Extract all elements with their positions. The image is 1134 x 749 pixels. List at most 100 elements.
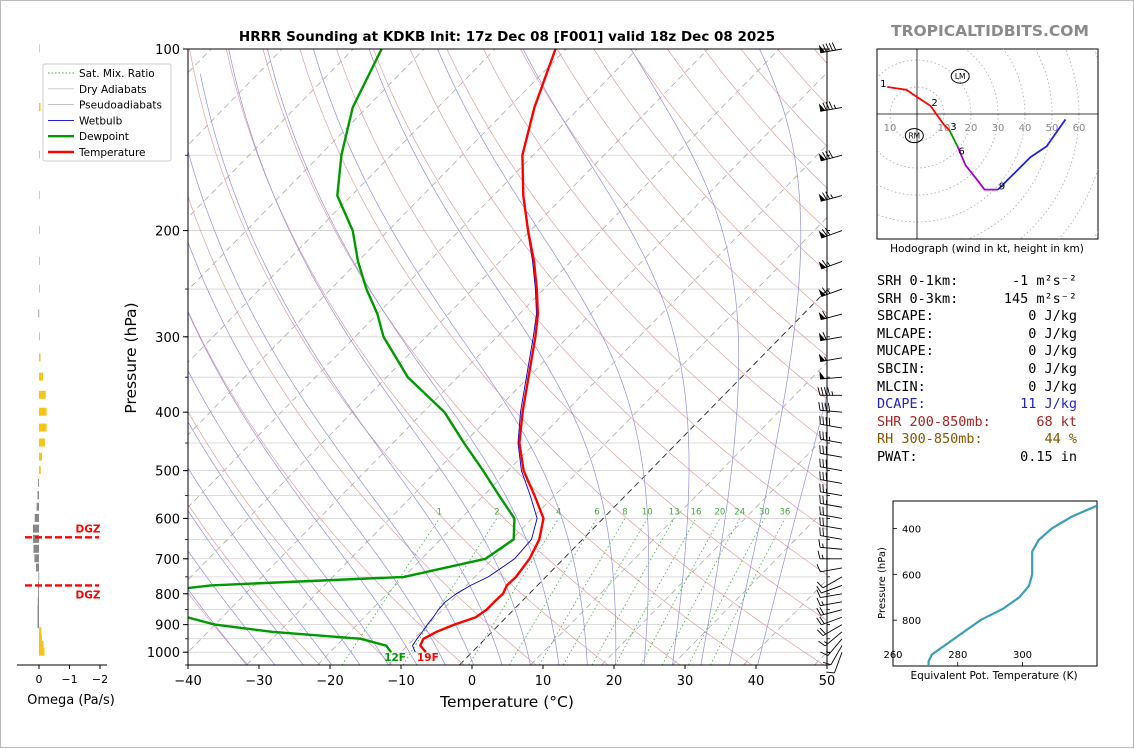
hodograph-height-label: 9 bbox=[999, 182, 1005, 193]
barb-full bbox=[829, 150, 833, 157]
pseudoadiabat bbox=[94, 172, 360, 665]
wind-barbs bbox=[817, 43, 842, 673]
barb-full bbox=[826, 417, 827, 425]
storm-motion-label: RM bbox=[908, 132, 920, 141]
x-tick-label: 40 bbox=[748, 674, 765, 689]
barb-full bbox=[823, 528, 824, 536]
omega-bar bbox=[34, 554, 39, 562]
barb-full bbox=[820, 527, 821, 535]
y-tick-label: 200 bbox=[155, 225, 180, 240]
barb-half bbox=[832, 391, 833, 395]
wind-barb bbox=[818, 551, 842, 559]
barb-full bbox=[820, 607, 824, 614]
legend-entry: Wetbulb bbox=[79, 115, 123, 127]
barb-full bbox=[820, 471, 821, 479]
stat-value: 68 kt bbox=[1036, 414, 1077, 432]
dry-adiabat bbox=[1108, 49, 1134, 665]
y-tick-label: 900 bbox=[155, 619, 180, 634]
omega-tick-label: −1 bbox=[61, 673, 77, 686]
wind-barb bbox=[820, 484, 842, 496]
omega-bar bbox=[38, 589, 39, 597]
stat-label: MLCAPE: bbox=[877, 326, 934, 344]
omega-bar bbox=[38, 479, 39, 487]
hodograph-ring-label: 40 bbox=[1019, 123, 1032, 134]
barb-half bbox=[822, 555, 823, 559]
barb-full bbox=[819, 402, 820, 410]
barb-full bbox=[823, 496, 824, 504]
legend-entry: Sat. Mix. Ratio bbox=[79, 68, 155, 80]
omega-bar bbox=[33, 535, 39, 543]
x-tick-label: −10 bbox=[387, 674, 414, 689]
omega-axis-label: Omega (Pa/s) bbox=[27, 693, 115, 708]
barb-staff bbox=[820, 568, 842, 572]
barb-full bbox=[826, 432, 827, 440]
mixing-ratio-label: 36 bbox=[779, 507, 790, 517]
omega-bar bbox=[39, 191, 40, 199]
omega-bar bbox=[39, 285, 40, 293]
barb-full bbox=[823, 518, 824, 526]
y-tick-label: 400 bbox=[155, 406, 180, 421]
barb-full bbox=[820, 459, 821, 467]
stat-label: SRH 0-3km: bbox=[877, 291, 958, 309]
stat-label: MLCIN: bbox=[877, 379, 926, 397]
stat-label: SRH 0-1km: bbox=[877, 273, 958, 291]
omega-bar bbox=[38, 572, 39, 580]
hodograph-ring-label: 30 bbox=[992, 123, 1005, 134]
wind-barb bbox=[819, 354, 842, 362]
barb-full bbox=[828, 403, 829, 411]
barb-full bbox=[823, 459, 824, 467]
barb-staff bbox=[820, 453, 842, 457]
barb-flag bbox=[819, 371, 825, 379]
storm-motion-label: LM bbox=[955, 72, 966, 81]
stat-label: SBCAPE: bbox=[877, 308, 934, 326]
barb-full bbox=[818, 551, 820, 559]
skewt-plot-frame bbox=[188, 49, 827, 665]
barb-full bbox=[820, 416, 821, 424]
isotherm bbox=[175, 49, 779, 665]
barb-full bbox=[820, 445, 821, 453]
mixing-ratio-label: 8 bbox=[622, 507, 627, 517]
x-tick-label: 10 bbox=[535, 674, 552, 689]
stat-value: 0 J/kg bbox=[1028, 379, 1077, 397]
barb-full bbox=[818, 387, 820, 395]
y-tick-label: 1000 bbox=[147, 646, 180, 661]
hodograph-height-label: 2 bbox=[931, 98, 937, 109]
omega-bar bbox=[39, 226, 40, 234]
omega-bar bbox=[39, 353, 41, 361]
stat-label: MUCAPE: bbox=[877, 343, 934, 361]
mixing-ratio-line bbox=[615, 518, 696, 665]
stat-label: RH 300-850mb: bbox=[877, 431, 983, 449]
wind-barb bbox=[820, 445, 842, 457]
barb-full bbox=[822, 402, 823, 410]
stat-row: DCAPE:11 J/kg bbox=[877, 396, 1077, 414]
barb-staff bbox=[820, 536, 842, 540]
mixing-ratio-label: 13 bbox=[669, 507, 680, 517]
y-tick-label: 700 bbox=[155, 553, 180, 568]
omega-bar bbox=[39, 103, 41, 111]
barb-flag bbox=[819, 103, 825, 111]
stat-value: -1 m²s⁻² bbox=[1012, 273, 1077, 291]
dry-adiabat bbox=[263, 49, 752, 665]
omega-bar bbox=[34, 545, 40, 553]
barb-staff bbox=[820, 515, 842, 519]
mixing-ratio-label: 1 bbox=[437, 507, 442, 517]
barb-full bbox=[820, 431, 821, 439]
barb-staff bbox=[820, 594, 842, 598]
barb-full bbox=[820, 495, 821, 503]
dgz-label: DGZ bbox=[76, 589, 101, 601]
barb-flag bbox=[819, 354, 825, 362]
barb-full bbox=[823, 507, 824, 515]
x-tick-label: 30 bbox=[677, 674, 694, 689]
omega-bar bbox=[39, 439, 45, 447]
theta-e-x-tick-label: 260 bbox=[883, 650, 902, 661]
hodograph-height-label: 1 bbox=[880, 79, 886, 90]
isotherm bbox=[104, 49, 708, 665]
omega-bar bbox=[39, 45, 40, 53]
stat-label: SBCIN: bbox=[877, 361, 926, 379]
wind-barb bbox=[819, 371, 842, 379]
y-axis-label: Pressure (hPa) bbox=[122, 302, 140, 413]
stat-row: SHR 200-850mb:68 kt bbox=[877, 414, 1077, 432]
barb-half bbox=[831, 194, 833, 198]
pseudoadiabat bbox=[267, 49, 559, 665]
